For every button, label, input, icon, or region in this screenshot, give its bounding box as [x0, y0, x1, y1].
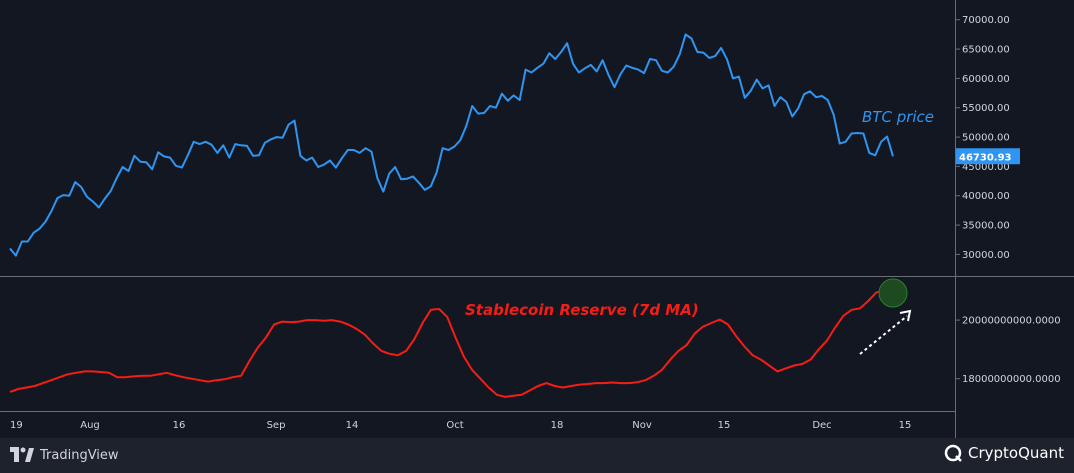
btc-price-pane: 70000.00 65000.00 60000.00 55000.00 50000.00…	[9, 15, 1020, 261]
btc-price-tick-label: 40000.00	[962, 191, 1010, 202]
stablecoin-tick-label: 18000000000.0000	[962, 374, 1061, 385]
btc-price-tick-label: 65000.00	[962, 45, 1010, 56]
tradingview-label: TradingView	[40, 447, 119, 463]
x-tick-label: 19	[10, 420, 23, 431]
x-tick-label: 18	[551, 420, 564, 431]
btc-price-tick-label: 70000.00	[962, 15, 1010, 26]
btc-price-tick-label: 50000.00	[962, 133, 1010, 144]
btc-price-annotation: BTC price	[862, 108, 934, 126]
trend-arrow	[859, 315, 908, 355]
btc-price-tick-label: 30000.00	[962, 250, 1010, 261]
x-tick-label: 15	[899, 420, 912, 431]
cryptoquant-label: CryptoQuant	[968, 444, 1064, 462]
x-tick-label: Sep	[267, 420, 286, 431]
chart-svg: 70000.00 65000.00 60000.00 55000.00 50000.00…	[0, 0, 1074, 438]
chart-background	[0, 0, 1074, 438]
annotations: BTC price Stablecoin Reserve (7d MA)	[465, 108, 934, 355]
trend-arrowhead	[899, 309, 912, 322]
tradingview-logo[interactable]: TradingView	[10, 447, 119, 463]
highlight-circle	[878, 278, 908, 308]
stablecoin-series-line	[9, 285, 894, 398]
x-tick-label: Aug	[80, 420, 100, 431]
btc-price-tick-label: 60000.00	[962, 74, 1010, 85]
last-value-label: 46730.93	[959, 152, 1012, 163]
x-tick-label: Dec	[812, 420, 831, 431]
stablecoin-annotation: Stablecoin Reserve (7d MA)	[465, 301, 699, 319]
last-value-badge	[956, 148, 1020, 165]
x-tick-label: 14	[346, 420, 359, 431]
x-tick-label: 15	[718, 420, 731, 431]
cryptoquant-logo: CryptoQuant	[944, 444, 1064, 462]
tradingview-icon	[10, 447, 34, 462]
btc-price-tick-label: 35000.00	[962, 221, 1010, 232]
stablecoin-tick-label: 20000000000.0000	[962, 316, 1061, 327]
cryptoquant-icon	[944, 444, 962, 462]
btc-price-tick-label: 45000.00	[962, 162, 1010, 173]
footer-bar	[0, 438, 1074, 473]
x-tick-label: Oct	[446, 420, 463, 431]
time-axis: 19 Aug 16 Sep 14 Oct 18 Nov 15 Dec 15	[10, 420, 911, 431]
x-tick-label: Nov	[632, 420, 652, 431]
x-tick-label: 16	[173, 420, 186, 431]
btc-price-series-line	[9, 33, 894, 257]
btc-price-tick-label: 55000.00	[962, 103, 1010, 114]
